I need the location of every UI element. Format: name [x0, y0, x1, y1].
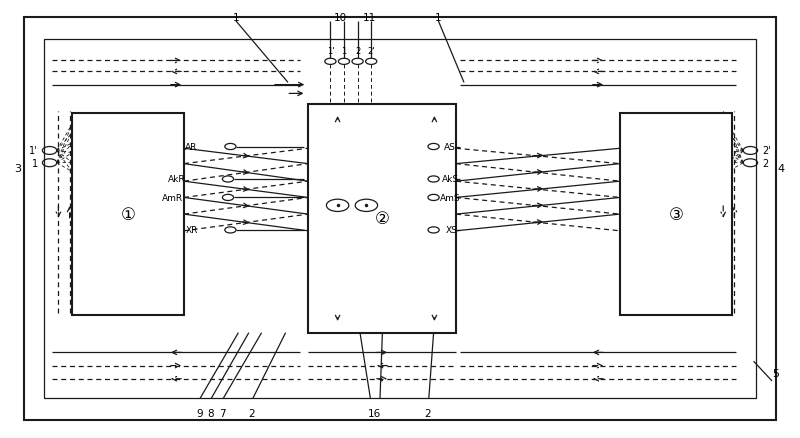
Text: 2: 2 [425, 408, 431, 417]
Bar [44, 39, 756, 399]
Bar [308, 105, 456, 333]
Text: AR: AR [186, 143, 198, 152]
Text: AS: AS [444, 143, 456, 152]
Text: 4: 4 [778, 164, 784, 173]
Text: 2: 2 [355, 46, 360, 56]
Text: 5: 5 [773, 368, 779, 378]
Text: 1: 1 [31, 159, 38, 168]
Text: XS: XS [446, 226, 458, 235]
Text: ②: ② [374, 210, 390, 228]
Text: 1: 1 [342, 46, 346, 56]
Text: 7: 7 [219, 408, 226, 417]
Text: 11: 11 [363, 13, 376, 22]
Text: AkS: AkS [442, 175, 459, 184]
Bar [72, 114, 184, 315]
Text: AmR: AmR [162, 194, 183, 202]
Text: 1: 1 [233, 13, 239, 22]
Text: AkR: AkR [168, 175, 186, 184]
Text: 2': 2' [762, 146, 771, 156]
Text: ③: ③ [669, 205, 683, 224]
Text: 3: 3 [14, 164, 21, 173]
Text: 10: 10 [334, 13, 346, 22]
Text: XR: XR [186, 226, 198, 235]
Text: 2: 2 [762, 159, 769, 168]
Text: 2: 2 [249, 408, 255, 417]
Text: 8: 8 [207, 408, 214, 417]
Text: 2': 2' [367, 46, 375, 56]
Text: 9: 9 [196, 408, 202, 417]
Bar [620, 114, 732, 315]
Text: AmS: AmS [440, 194, 461, 202]
Text: 1': 1' [326, 46, 334, 56]
Text: 1: 1 [435, 13, 442, 22]
Text: 16: 16 [368, 408, 381, 417]
Text: ①: ① [121, 205, 135, 224]
Text: 1': 1' [29, 146, 38, 156]
